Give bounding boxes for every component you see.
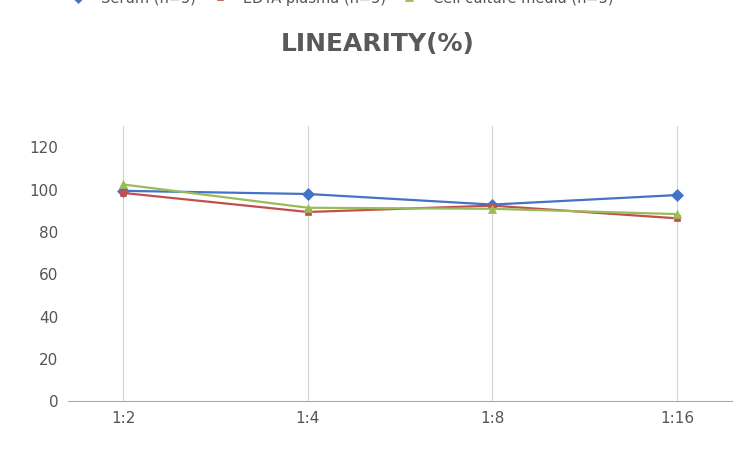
Line: EDTA plasma (n=5): EDTA plasma (n=5) bbox=[120, 189, 680, 222]
Cell culture media (n=5) bbox=[119, 182, 128, 187]
Legend: Serum (n=5), EDTA plasma (n=5), Cell culture media (n=5): Serum (n=5), EDTA plasma (n=5), Cell cul… bbox=[62, 0, 613, 5]
Cell culture media (n=5) bbox=[673, 212, 682, 217]
Cell culture media (n=5) bbox=[488, 206, 497, 212]
EDTA plasma (n=5) bbox=[488, 203, 497, 208]
EDTA plasma (n=5) bbox=[119, 190, 128, 196]
Text: LINEARITY(%): LINEARITY(%) bbox=[281, 32, 474, 55]
EDTA plasma (n=5) bbox=[304, 209, 313, 215]
Serum (n=5) bbox=[488, 202, 497, 207]
Line: Cell culture media (n=5): Cell culture media (n=5) bbox=[119, 180, 681, 218]
Serum (n=5) bbox=[119, 188, 128, 193]
Serum (n=5) bbox=[673, 193, 682, 198]
Line: Serum (n=5): Serum (n=5) bbox=[119, 187, 681, 209]
Cell culture media (n=5) bbox=[304, 205, 313, 211]
EDTA plasma (n=5) bbox=[673, 216, 682, 221]
Serum (n=5) bbox=[304, 191, 313, 197]
